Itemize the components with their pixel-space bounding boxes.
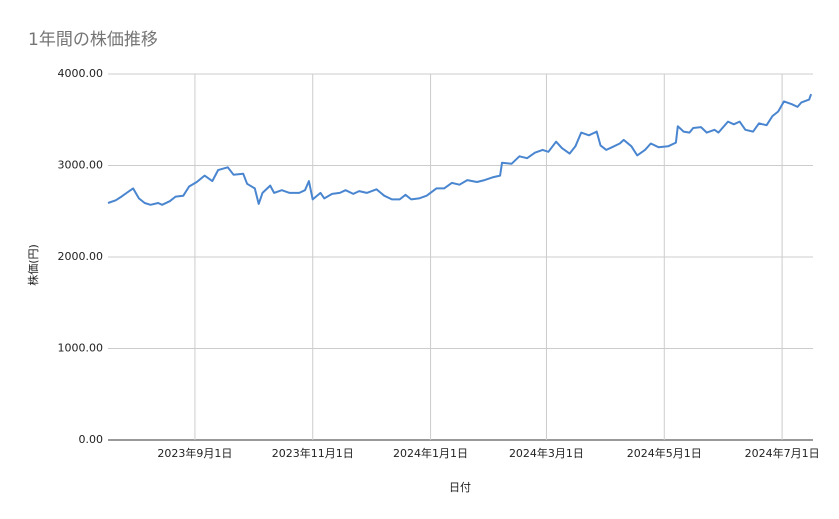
y-tick-label: 2000.00 <box>58 250 104 263</box>
y-tick-label: 1000.00 <box>58 342 104 355</box>
line <box>107 93 813 206</box>
x-tick-label: 2024年3月1日 <box>509 446 584 460</box>
x-axis-label: 日付 <box>449 481 471 494</box>
y-axis-label: 株価(円) <box>26 244 40 286</box>
y-tick-label: 4000.00 <box>58 67 104 80</box>
x-tick-label: 2024年7月1日 <box>745 446 820 460</box>
x-tick-label: 2023年9月1日 <box>157 446 232 460</box>
y-tick-label: 3000.00 <box>58 159 104 172</box>
x-tick-label: 2023年11月1日 <box>272 446 354 460</box>
x-tick-label: 2024年5月1日 <box>627 446 702 460</box>
x-tick-label: 2024年1月1日 <box>393 446 468 460</box>
chart-title: 1年間の株価推移 <box>28 30 158 50</box>
y-tick-label: 0.00 <box>79 433 104 446</box>
